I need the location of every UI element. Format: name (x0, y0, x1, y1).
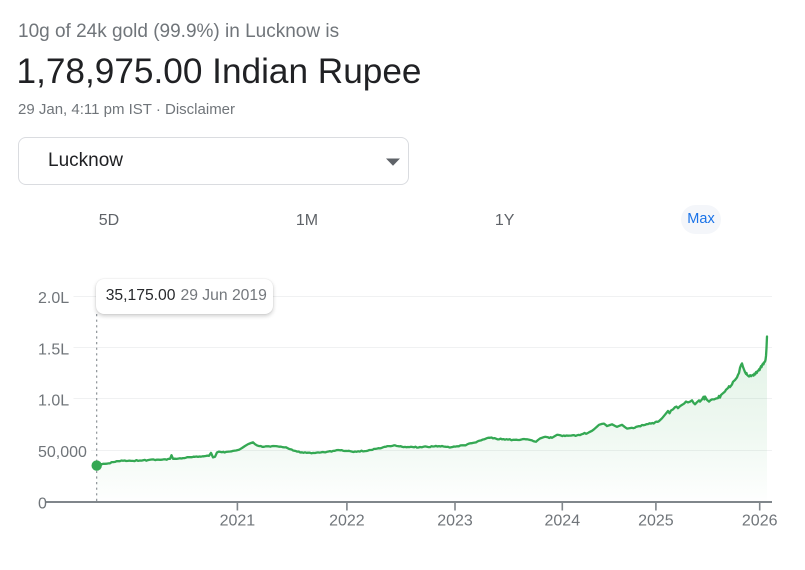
svg-text:2022: 2022 (329, 513, 365, 530)
svg-text:2025: 2025 (638, 513, 674, 530)
svg-text:2021: 2021 (220, 513, 256, 530)
svg-text:2023: 2023 (437, 513, 473, 530)
svg-text:2.0L: 2.0L (38, 290, 69, 307)
svg-text:2026: 2026 (742, 513, 778, 530)
svg-text:1.5L: 1.5L (38, 341, 69, 358)
svg-text:0: 0 (38, 495, 47, 512)
svg-text:1.0L: 1.0L (38, 393, 69, 410)
svg-text:50,000: 50,000 (38, 444, 87, 461)
svg-text:2024: 2024 (545, 513, 581, 530)
